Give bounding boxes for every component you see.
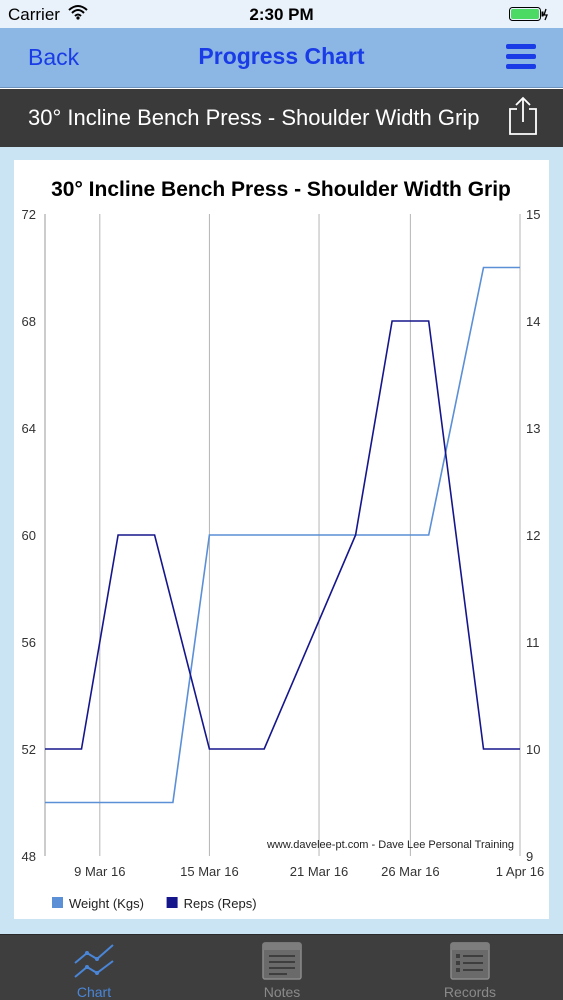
legend-swatch — [52, 897, 63, 908]
y-left-tick-label: 72 — [22, 207, 36, 222]
y-right-tick-label: 12 — [526, 528, 540, 543]
reps-series-line — [45, 320, 520, 750]
tab-bar: Chart Notes Records — [0, 934, 563, 1000]
y-right-tick-label: 11 — [526, 635, 540, 650]
tab-records[interactable]: Records — [376, 935, 563, 1000]
legend-label: Reps (Reps) — [184, 896, 257, 911]
y-right-tick-label: 15 — [526, 207, 540, 222]
exercise-header: 30° Incline Bench Press - Shoulder Width… — [0, 89, 563, 147]
wifi-icon — [68, 5, 88, 20]
tab-notes[interactable]: Notes — [188, 935, 376, 1000]
y-right-tick-label: 9 — [526, 849, 533, 864]
hamburger-menu-icon[interactable] — [506, 42, 538, 72]
notes-icon — [262, 942, 302, 980]
x-tick-label: 26 Mar 16 — [381, 864, 440, 879]
y-right-tick-label: 10 — [526, 742, 540, 757]
x-tick-label: 21 Mar 16 — [290, 864, 349, 879]
chart-title: 30° Incline Bench Press - Shoulder Width… — [51, 178, 511, 201]
exercise-title: 30° Incline Bench Press - Shoulder Width… — [28, 105, 480, 130]
navigation-bar: Back Progress Chart — [0, 28, 563, 88]
tab-label-chart: Chart — [76, 984, 112, 1000]
x-tick-label: 9 Mar 16 — [74, 864, 125, 879]
back-button[interactable]: Back — [28, 44, 80, 70]
battery-icon — [509, 7, 548, 21]
y-left-tick-label: 52 — [22, 742, 36, 757]
legend-label: Weight (Kgs) — [69, 896, 144, 911]
chart-card: 30° Incline Bench Press - Shoulder Width… — [14, 160, 549, 919]
share-icon[interactable] — [508, 96, 538, 136]
records-icon — [450, 942, 490, 980]
status-bar: Carrier 2:30 PM — [0, 0, 563, 28]
y-left-tick-label: 68 — [22, 314, 36, 329]
chart-watermark: www.davelee-pt.com - Dave Lee Personal T… — [266, 839, 514, 851]
y-right-tick-label: 13 — [526, 421, 540, 436]
y-left-tick-label: 60 — [22, 528, 36, 543]
page-title: Progress Chart — [198, 43, 365, 69]
y-left-tick-label: 64 — [22, 421, 36, 436]
status-time: 2:30 PM — [249, 5, 314, 24]
tab-label-records: Records — [443, 984, 497, 1000]
tab-label-notes: Notes — [263, 984, 301, 1000]
tab-chart[interactable]: Chart — [0, 935, 188, 1000]
x-tick-label: 1 Apr 16 — [496, 864, 544, 879]
carrier-label: Carrier — [8, 5, 60, 24]
y-left-tick-label: 56 — [22, 635, 36, 650]
y-right-tick-label: 14 — [526, 314, 540, 329]
y-left-tick-label: 48 — [22, 849, 36, 864]
legend-swatch — [166, 897, 178, 908]
weight-series-line — [45, 266, 520, 804]
x-tick-label: 15 Mar 16 — [180, 864, 239, 879]
progress-chart: 30° Incline Bench Press - Shoulder Width… — [22, 178, 545, 911]
chart-icon — [74, 944, 114, 978]
